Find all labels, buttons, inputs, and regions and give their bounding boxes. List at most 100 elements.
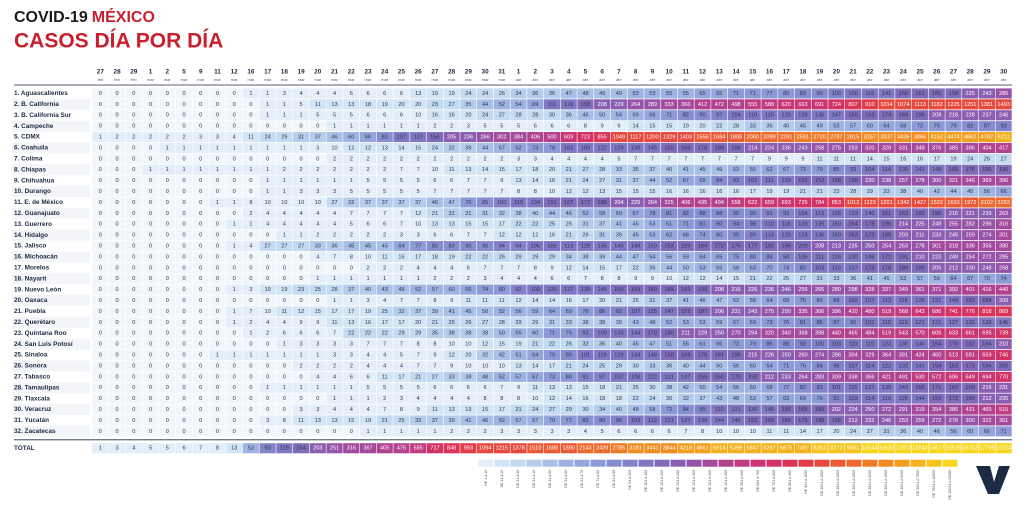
cell-value: 13: [599, 189, 605, 195]
cell: [811, 382, 828, 393]
cell-value: 19: [683, 124, 689, 130]
cell-value: 513: [949, 353, 958, 359]
cell-value: 0: [149, 124, 152, 130]
cell-value: 243: [982, 91, 991, 97]
cell-value: 114: [865, 396, 874, 402]
cell-value: 85: [833, 167, 839, 173]
row-label: 16. Michoacán: [14, 254, 58, 261]
row-label: 14. Hidalgo: [14, 232, 48, 239]
cell-value: 34: [515, 91, 521, 97]
day-label: 15: [749, 69, 757, 76]
cell: [293, 175, 310, 186]
cell: [426, 99, 443, 110]
cell-value: 0: [199, 156, 202, 162]
cell: [845, 284, 862, 295]
cell-value: 0: [216, 331, 219, 337]
cell-value: 115: [865, 342, 874, 348]
cell: [209, 121, 226, 132]
cell: [410, 219, 427, 230]
cell-value: 37: [415, 200, 421, 206]
cell: [276, 339, 293, 350]
cell-value: 0: [149, 276, 152, 282]
cell: [175, 230, 193, 241]
cell-value: 0: [316, 429, 319, 435]
cell: [359, 426, 377, 437]
cell: [644, 197, 661, 208]
cell: [811, 262, 828, 273]
month-label: mar: [214, 77, 222, 82]
cell-value: 609: [564, 135, 573, 141]
month-label: abr: [549, 77, 555, 82]
cell: [778, 306, 795, 317]
cell-value: 6875: [780, 446, 792, 452]
cell: [293, 88, 310, 99]
cell: [443, 284, 460, 295]
cell: [343, 415, 360, 426]
cell: [594, 262, 611, 273]
cell-value: 0: [216, 102, 219, 108]
cell: [594, 317, 611, 328]
cell: [125, 230, 142, 241]
cell: [142, 360, 159, 371]
cell: [761, 328, 778, 339]
cell-value: 236: [782, 145, 791, 151]
cell: [410, 295, 427, 306]
cell: [744, 132, 761, 143]
cell-value: 0: [116, 342, 119, 348]
cell: [694, 404, 711, 415]
cell-value: 44: [616, 254, 622, 260]
cell: [226, 251, 243, 262]
cell: [543, 230, 561, 241]
cell-value: 1378: [512, 446, 524, 452]
cell: [811, 371, 828, 382]
cell-value: 0: [300, 276, 303, 282]
cell-value: 76: [783, 320, 789, 326]
cell-value: 195: [932, 211, 941, 217]
legend-label: DE 11 A 20: [500, 470, 504, 488]
cell-value: 59: [532, 309, 538, 315]
cell: [878, 443, 895, 454]
cell: [895, 404, 912, 415]
cell: [694, 350, 711, 361]
cell: [694, 415, 711, 426]
cell: [744, 262, 761, 273]
cell: [610, 164, 627, 175]
cell: [410, 426, 427, 437]
cell-value: 64: [699, 254, 705, 260]
cell-value: 46: [699, 298, 705, 304]
cell: [343, 208, 360, 219]
cell: [610, 110, 627, 121]
cell: [175, 328, 193, 339]
cell-value: 3: [300, 407, 303, 413]
cell: [594, 382, 611, 393]
cell-value: 0: [182, 342, 185, 348]
cell-value: 46: [331, 135, 337, 141]
cell: [125, 443, 142, 454]
cell-value: 53: [699, 265, 705, 271]
cell: [493, 360, 510, 371]
cell: [560, 382, 577, 393]
cell: [510, 132, 527, 143]
cell-value: 2: [383, 396, 386, 402]
cell: [761, 197, 778, 208]
cell-value: 228: [966, 113, 975, 119]
cell-value: 2: [266, 331, 269, 337]
cell-value: 103: [848, 396, 857, 402]
logo: [976, 466, 1010, 494]
cell: [125, 306, 142, 317]
cell-value: 1: [283, 113, 286, 119]
cell-value: 0: [233, 102, 236, 108]
cell: [92, 404, 109, 415]
cell: [727, 175, 745, 186]
cell: [727, 295, 745, 306]
cell-value: 16752: [962, 446, 978, 452]
cell: [962, 426, 979, 437]
cell-value: 4: [266, 222, 269, 228]
cell-value: 13: [348, 102, 354, 108]
cell: [610, 230, 627, 241]
cell-value: 44: [699, 363, 705, 369]
cell-value: 171: [882, 254, 891, 260]
cell-value: 39: [599, 254, 605, 260]
cell-value: 14: [716, 276, 722, 282]
cell: [293, 251, 310, 262]
